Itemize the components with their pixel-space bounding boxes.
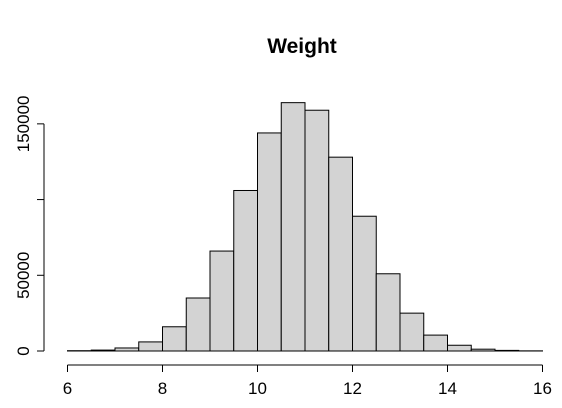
- x-tick-label: 6: [63, 379, 72, 398]
- y-tick-label: 150000: [14, 95, 33, 152]
- x-tick-label: 14: [438, 379, 457, 398]
- histogram-bar: [257, 132, 282, 352]
- histogram-bar: [375, 273, 401, 352]
- histogram-bar: [162, 326, 187, 352]
- y-tick-label: 0: [14, 346, 33, 355]
- histogram-bar: [423, 334, 448, 352]
- histogram-bar: [399, 312, 425, 352]
- histogram-bar: [138, 341, 163, 352]
- histogram-bar: [280, 102, 306, 352]
- histogram-bars: [67, 102, 543, 352]
- x-tick-label: 8: [158, 379, 167, 398]
- histogram-bar: [304, 109, 330, 352]
- histogram-bar: [470, 348, 496, 352]
- histogram-bar: [328, 156, 353, 352]
- x-tick-label: 10: [248, 379, 267, 398]
- histogram-bar: [90, 349, 116, 352]
- histogram-bar: [114, 347, 140, 352]
- histogram-bar: [185, 297, 211, 352]
- histogram-bar: [209, 250, 235, 352]
- x-axis: 6 8 10 12 14 16: [63, 364, 552, 398]
- histogram-bar: [494, 349, 520, 352]
- histogram-bar: [233, 189, 258, 352]
- y-axis: 0 50000 150000: [14, 95, 45, 356]
- y-tick-label: 50000: [14, 252, 33, 299]
- x-tick-label: 12: [343, 379, 362, 398]
- histogram-bar: [447, 344, 472, 352]
- chart-title: Weight: [267, 35, 337, 58]
- histogram-bar: [352, 215, 377, 352]
- x-tick-label: 16: [533, 379, 552, 398]
